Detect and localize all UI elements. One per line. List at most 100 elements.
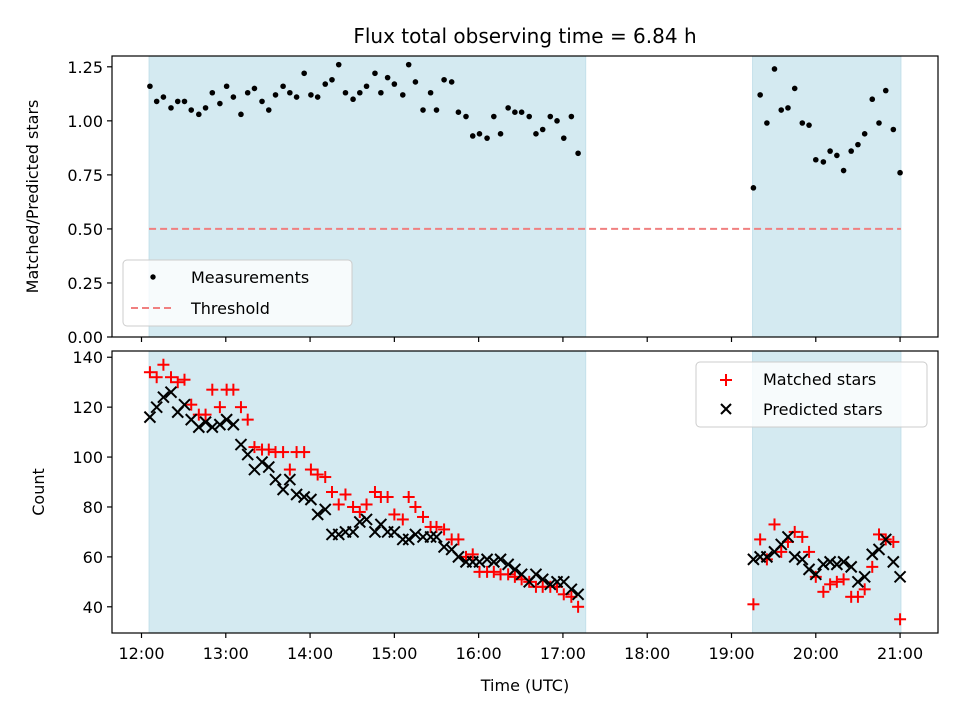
predicted-star-point <box>241 448 254 461</box>
x-marker-b <box>487 555 501 569</box>
predicted-star-point <box>290 488 303 501</box>
bottom-axes: 40 60 80 100 120 140 12:00 13:00 14:00 15:00 16:0… <box>29 348 939 695</box>
measurement-point <box>181 98 188 105</box>
y-tick-label: 0.75 <box>67 166 103 185</box>
x-marker-b <box>480 553 494 566</box>
x-marker-b <box>872 543 886 556</box>
measurement-point <box>778 107 785 113</box>
matched-star-point <box>430 520 443 533</box>
measurement-point <box>357 89 363 96</box>
x-marker-b <box>206 420 219 434</box>
predicted-star-point <box>396 533 409 546</box>
matched-star-point <box>227 383 240 396</box>
x-marker-b <box>430 530 443 544</box>
x-marker-b <box>823 555 837 569</box>
predicted-star-point <box>747 553 760 566</box>
x-marker-b <box>353 515 367 529</box>
predicted-star-point <box>823 555 837 569</box>
x-marker-b <box>760 550 774 564</box>
x-marker-b <box>319 503 332 516</box>
x-marker-b <box>164 385 178 399</box>
measurement-point <box>293 94 300 100</box>
predicted-star-point <box>157 390 170 404</box>
matched-star-point <box>824 578 837 591</box>
legend-label-threshold: Threshold <box>190 299 270 318</box>
legend-marker-measurements <box>150 274 156 280</box>
x-marker-b <box>192 420 206 434</box>
predicted-star-point <box>844 560 858 574</box>
predicted-star-point <box>536 573 549 586</box>
predicted-star-point <box>143 410 157 424</box>
x-marker-b <box>283 473 297 486</box>
x-marker-b <box>536 573 549 586</box>
x-marker-b <box>409 528 422 541</box>
measurement-point <box>427 89 434 96</box>
matched-star-point <box>837 573 850 586</box>
predicted-star-point <box>311 508 324 521</box>
predicted-star-point <box>508 563 522 576</box>
matched-star-point <box>298 446 311 459</box>
matched-star-point <box>775 545 788 558</box>
x-marker-b <box>150 400 163 414</box>
x-marker-b <box>311 508 324 521</box>
measurement-point <box>757 92 763 98</box>
y-tick-label: 100 <box>72 448 103 467</box>
x-marker-b <box>220 413 233 426</box>
x-marker-b <box>374 518 388 531</box>
x-marker-b <box>304 493 318 506</box>
matched-star-point <box>213 401 226 414</box>
measurement-point <box>405 61 412 68</box>
x-marker-b <box>178 398 191 411</box>
x-tick-label: 12:00 <box>118 644 164 663</box>
x-marker-b <box>290 488 303 501</box>
matched-star-point <box>747 598 760 611</box>
matched-star-point <box>311 468 324 481</box>
matched-star-point <box>409 500 422 513</box>
matched-star-point <box>157 358 170 371</box>
x-marker-b <box>262 460 275 474</box>
matched-star-point <box>768 518 781 531</box>
legend-marker-predicted <box>720 403 732 415</box>
measurement-point <box>322 81 329 87</box>
measurement-point <box>420 107 426 113</box>
matched-star-point <box>809 570 822 583</box>
matched-star-point <box>241 413 254 426</box>
y-tick-label: 140 <box>72 348 103 367</box>
matched-star-point <box>572 600 585 613</box>
predicted-star-point <box>893 570 907 584</box>
predicted-star-point <box>796 553 809 566</box>
predicted-star-point <box>255 455 269 469</box>
measurement-point <box>308 92 314 98</box>
predicted-star-point <box>430 530 443 544</box>
measurement-point <box>890 126 897 133</box>
predicted-star-point <box>206 420 219 434</box>
x-marker-b <box>143 410 157 424</box>
matched-star-point <box>396 513 409 526</box>
measurement-point <box>476 131 483 137</box>
predicted-star-point <box>227 418 240 431</box>
measurement-point <box>469 133 476 139</box>
predicted-star-point <box>346 525 360 539</box>
measurement-point <box>791 85 798 92</box>
predicted-star-point <box>571 588 585 601</box>
matched-star-point <box>277 446 290 459</box>
measurement-point <box>785 105 791 111</box>
measurement-point <box>335 61 342 68</box>
predicted-star-point <box>353 515 367 529</box>
x-tick-label: 21:00 <box>877 644 923 663</box>
x-marker-b <box>817 558 830 571</box>
x-tick-label: 15:00 <box>371 644 417 663</box>
matched-star-point <box>304 463 317 476</box>
matched-star-point <box>199 408 212 421</box>
measurement-point <box>391 81 398 87</box>
x-marker-b <box>473 555 486 569</box>
measurement-point <box>764 120 770 126</box>
measurement-point <box>384 74 391 81</box>
predicted-star-point <box>529 568 543 581</box>
x-marker-b <box>388 525 401 539</box>
predicted-star-point <box>178 398 191 411</box>
top-axes-frame <box>111 55 939 338</box>
measurement-point <box>750 185 757 191</box>
predicted-star-point <box>501 558 515 571</box>
x-marker-b <box>544 578 557 591</box>
